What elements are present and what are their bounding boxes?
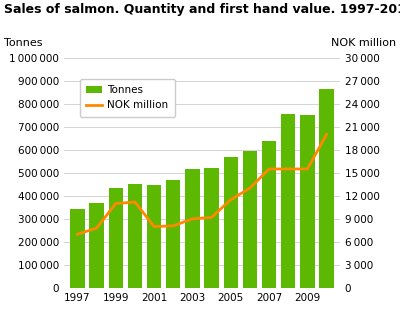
Text: Tonnes: Tonnes [4, 38, 42, 48]
Legend: Tonnes, NOK million: Tonnes, NOK million [80, 79, 175, 117]
Bar [204, 168, 219, 288]
Bar [185, 169, 200, 288]
Bar [224, 157, 238, 288]
Bar [243, 151, 257, 288]
Bar [128, 184, 142, 288]
Bar [147, 186, 161, 288]
Bar [70, 209, 85, 288]
Bar [108, 188, 123, 288]
Bar [166, 180, 180, 288]
Bar [319, 89, 334, 288]
Bar [89, 203, 104, 288]
Text: NOK million: NOK million [331, 38, 396, 48]
Text: Sales of salmon. Quantity and first hand value. 1997-2010: Sales of salmon. Quantity and first hand… [4, 3, 400, 16]
Bar [300, 115, 315, 288]
Bar [262, 141, 276, 288]
Bar [281, 114, 296, 288]
